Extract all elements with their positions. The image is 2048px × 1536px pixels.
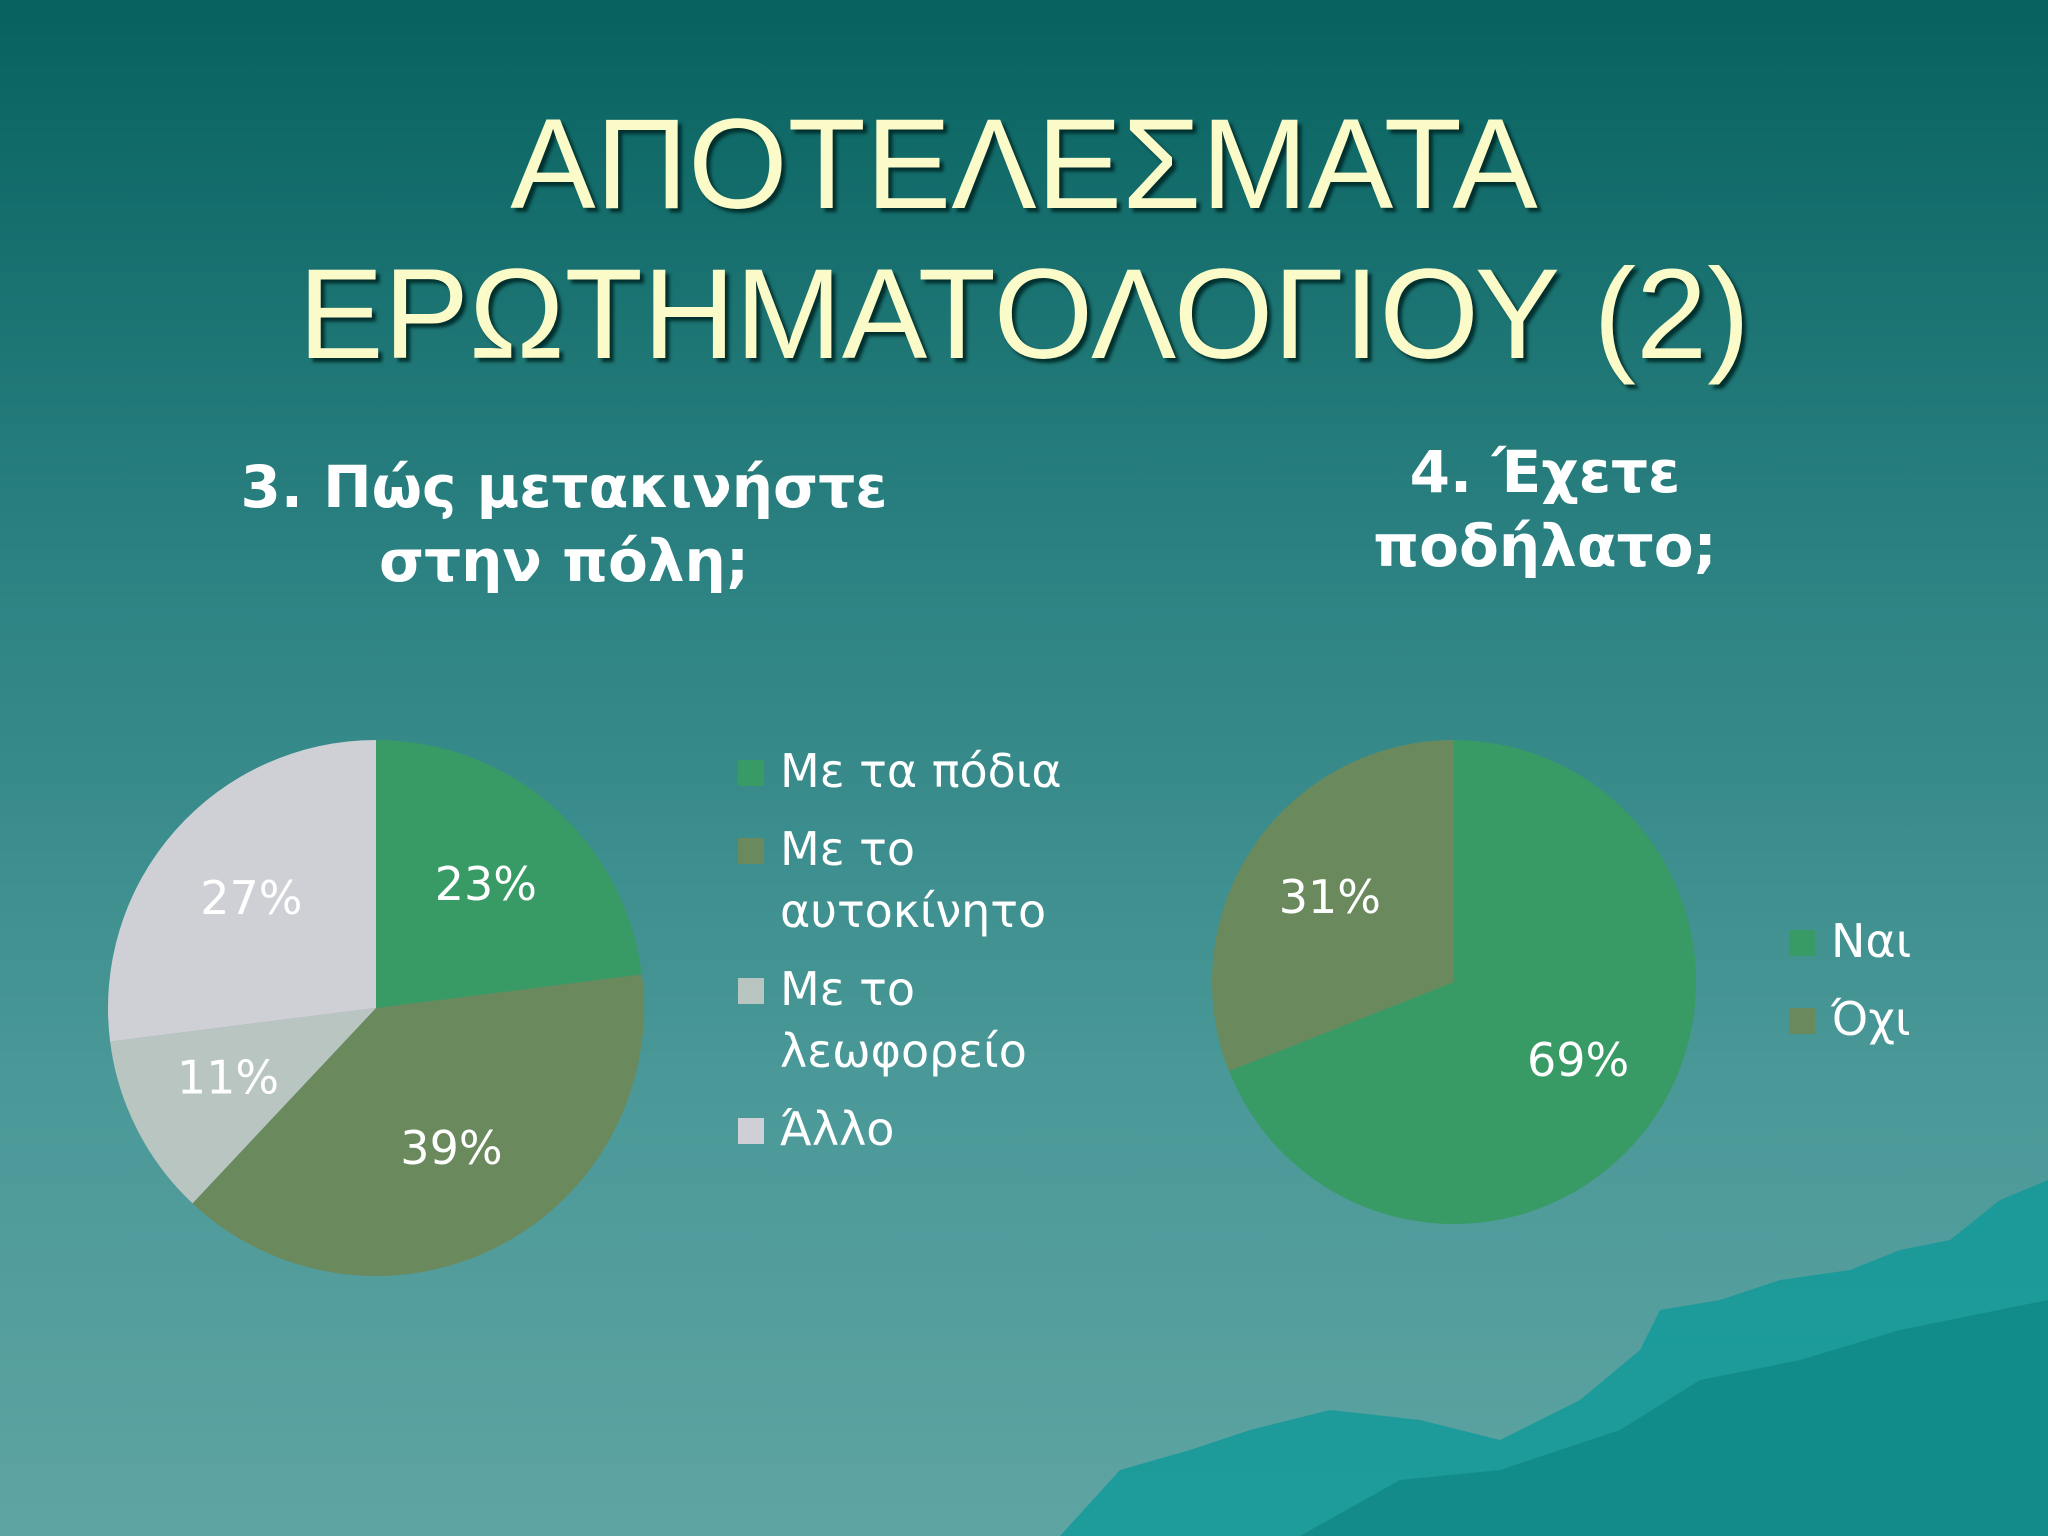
- legend-item: Ναι: [1789, 910, 1989, 972]
- legend-swatch: [738, 978, 764, 1004]
- legend-swatch: [1789, 1008, 1815, 1034]
- legend-item: Με το αυτοκίνητο: [738, 818, 1068, 942]
- legend-swatch: [738, 838, 764, 864]
- legend-label: Όχι: [1831, 992, 1911, 1046]
- pie-slice: [110, 1008, 377, 1204]
- data-label: 69%: [1527, 1033, 1629, 1087]
- pie-slice: [376, 740, 642, 1008]
- legend-label: Με το αυτοκίνητο: [780, 822, 1047, 938]
- legend: Ναι Όχι: [1789, 910, 1989, 1066]
- legend-swatch: [738, 1118, 764, 1144]
- legend-label: Με τα πόδια: [780, 744, 1062, 798]
- legend-item: Με τα πόδια: [738, 740, 1068, 802]
- legend-label: Άλλο: [780, 1102, 895, 1156]
- chart-title: 3. Πώς μετακινήστε στην πόλη;: [240, 453, 888, 595]
- pie-slice: [1212, 740, 1454, 1072]
- legend-item: Όχι: [1789, 988, 1989, 1050]
- chart-title: 4. Έχετε ποδήλατο;: [1373, 438, 1717, 580]
- slide-title: ΑΠΟΤΕΛΕΣΜΑΤΑ: [510, 93, 1538, 236]
- legend-item: Άλλο: [738, 1098, 1068, 1160]
- pie-slice: [107, 740, 376, 1042]
- pie-slice: [192, 974, 644, 1276]
- legend-swatch: [1789, 930, 1815, 956]
- legend-label: Με το λεωφορείο: [780, 962, 1027, 1078]
- data-label: 31%: [1279, 870, 1381, 924]
- data-label: 11%: [177, 1051, 279, 1105]
- legend: Με τα πόδια Με το αυτοκίνητο Με το λεωφορε…: [738, 740, 1068, 1176]
- legend-swatch: [738, 760, 764, 786]
- legend-item: Με το λεωφορείο: [738, 958, 1068, 1082]
- pie-slice: [1228, 740, 1697, 1224]
- data-label: 39%: [400, 1121, 502, 1175]
- slide-title: ΕΡΩΤΗΜΑΤΟΛΟΓΙΟΥ (2): [298, 243, 1750, 386]
- mountains-shade: [1300, 1300, 2048, 1536]
- data-label: 23%: [435, 857, 537, 911]
- legend-label: Ναι: [1831, 914, 1912, 968]
- data-label: 27%: [200, 871, 302, 925]
